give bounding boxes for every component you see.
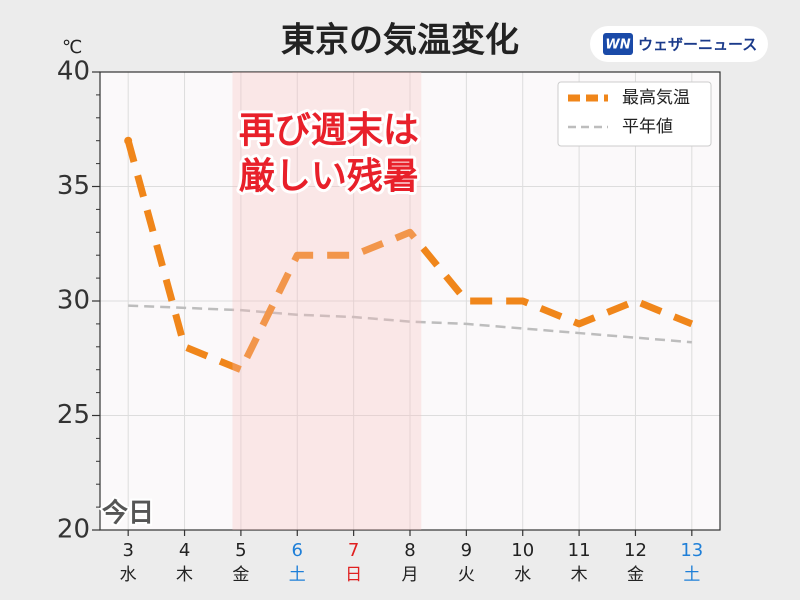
- today-label: 今日: [102, 498, 154, 529]
- weekend-highlight: [232, 72, 422, 530]
- x-weekday-label: 木: [571, 565, 588, 585]
- x-tick-label: 13: [680, 540, 703, 561]
- x-tick-label: 3: [122, 540, 133, 561]
- y-tick-label: 30: [57, 286, 90, 316]
- x-weekday-label: 金: [232, 565, 249, 585]
- legend-label: 平年値: [622, 117, 673, 137]
- brand-mark-bg: [603, 33, 633, 55]
- x-weekday-label: 日: [345, 565, 362, 585]
- brand-badge: [590, 26, 768, 62]
- y-tick-label: 20: [57, 515, 90, 545]
- x-weekday-label: 土: [683, 565, 700, 585]
- y-tick-label: 40: [57, 57, 90, 87]
- x-weekday-label: 水: [514, 565, 531, 585]
- y-unit: ℃: [62, 37, 82, 58]
- start-point: [124, 136, 133, 145]
- x-tick-label: 10: [511, 540, 534, 561]
- x-tick-label: 12: [624, 540, 647, 561]
- line-series: [124, 139, 694, 374]
- x-tick-label: 5: [235, 540, 246, 561]
- y-tick-label: 35: [57, 171, 90, 201]
- annotation: 再び週末は: [239, 110, 419, 151]
- x-weekday-label: 月: [402, 565, 419, 585]
- legend-label: 最高気温: [622, 88, 690, 108]
- x-weekday-label: 火: [458, 565, 475, 585]
- x-tick-label: 8: [404, 540, 415, 561]
- line-series: [128, 304, 692, 344]
- chart-title: 東京の気温変化: [281, 21, 519, 61]
- x-tick-label: 4: [179, 540, 190, 561]
- x-tick-label: 6: [292, 540, 303, 561]
- brand-name: ウェザーニュース: [638, 36, 757, 54]
- annotation: 厳しい残暑: [239, 156, 419, 197]
- y-tick-label: 25: [57, 400, 90, 430]
- x-tick-label: 7: [348, 540, 359, 561]
- x-weekday-label: 木: [176, 565, 193, 585]
- x-weekday-label: 金: [627, 565, 644, 585]
- x-weekday-label: 水: [120, 565, 137, 585]
- x-tick-label: 9: [461, 540, 472, 561]
- x-tick-label: 11: [568, 540, 591, 561]
- x-weekday-label: 土: [289, 565, 306, 585]
- brand-mark: WN: [605, 38, 630, 53]
